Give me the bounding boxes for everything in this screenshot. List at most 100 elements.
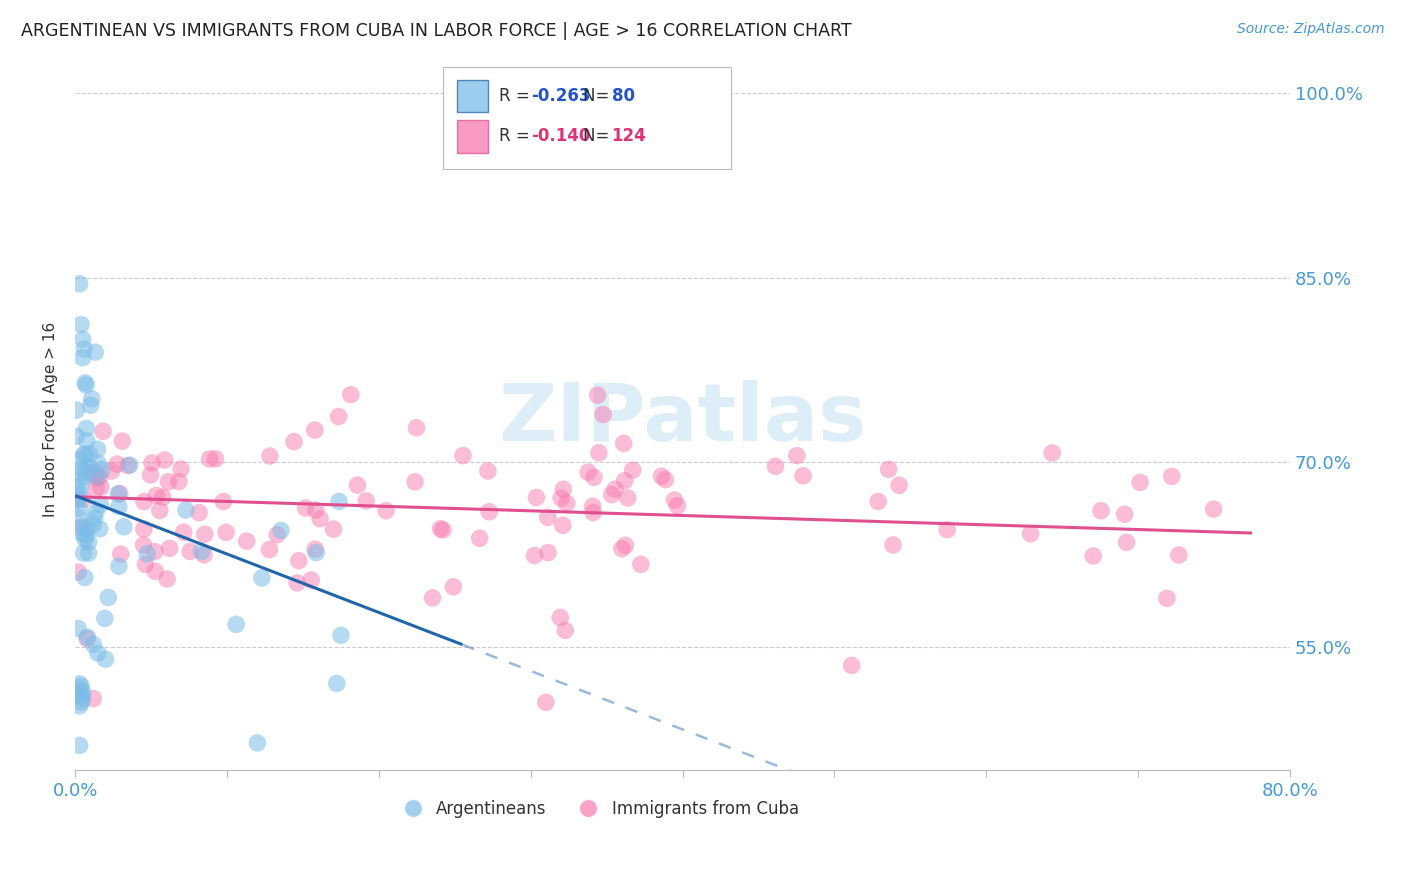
Point: [1019, 526, 1042, 541]
Point: [586, 388, 609, 402]
Point: [765, 459, 787, 474]
Point: [84, 465, 107, 479]
Point: [429, 522, 451, 536]
Point: [554, 624, 576, 638]
Point: [73, 448, 96, 462]
Point: [451, 449, 474, 463]
Point: [70, 318, 93, 332]
Point: [79, 447, 101, 461]
Point: [581, 500, 603, 514]
Point: [304, 423, 326, 437]
Point: [112, 520, 135, 534]
Point: [72, 519, 94, 533]
Point: [250, 571, 273, 585]
Point: [97, 591, 120, 605]
Point: [76, 521, 98, 535]
Point: [1167, 548, 1189, 562]
Legend: Argentineans, Immigrants from Cuba: Argentineans, Immigrants from Cuba: [389, 794, 806, 825]
Point: [215, 525, 238, 540]
Point: [156, 572, 179, 586]
Point: [65, 479, 87, 493]
Point: [304, 542, 326, 557]
Point: [936, 523, 959, 537]
Point: [90, 463, 112, 477]
Point: [266, 527, 288, 541]
Point: [841, 658, 863, 673]
Point: [82, 638, 104, 652]
Point: [534, 695, 557, 709]
Point: [212, 494, 235, 508]
Point: [80, 465, 103, 479]
Point: [666, 499, 689, 513]
Point: [328, 494, 350, 508]
Point: [1115, 535, 1137, 549]
Point: [422, 591, 444, 605]
Text: N=: N=: [583, 128, 614, 145]
Point: [143, 564, 166, 578]
Point: [82, 517, 104, 532]
Point: [70, 695, 93, 709]
Point: [139, 467, 162, 482]
Point: [76, 632, 98, 646]
Point: [70, 478, 93, 492]
Point: [868, 494, 890, 508]
Point: [70, 462, 93, 476]
Point: [75, 378, 97, 392]
Text: R =: R =: [499, 87, 536, 105]
Point: [72, 685, 94, 699]
Point: [69, 683, 91, 698]
Point: [174, 503, 197, 517]
Point: [66, 492, 89, 507]
Point: [76, 630, 98, 644]
Point: [84, 506, 107, 520]
Point: [134, 558, 156, 572]
Point: [66, 493, 89, 508]
Point: [77, 535, 100, 549]
Point: [305, 503, 328, 517]
Point: [432, 523, 454, 537]
Text: 124: 124: [612, 128, 647, 145]
Point: [404, 475, 426, 489]
Point: [90, 480, 112, 494]
Point: [94, 652, 117, 666]
Point: [87, 646, 110, 660]
Text: 80: 80: [612, 87, 634, 105]
Point: [877, 462, 900, 476]
Point: [592, 408, 614, 422]
Point: [82, 691, 104, 706]
Point: [173, 525, 195, 540]
Point: [346, 478, 368, 492]
Point: [621, 463, 644, 477]
Point: [468, 531, 491, 545]
Point: [523, 549, 546, 563]
Point: [110, 547, 132, 561]
Point: [80, 392, 103, 406]
Point: [305, 545, 328, 559]
Point: [67, 566, 90, 580]
Point: [76, 434, 98, 448]
Text: ZIPatlas: ZIPatlas: [499, 380, 866, 458]
Text: -0.263: -0.263: [531, 87, 591, 105]
Point: [600, 488, 623, 502]
Point: [73, 570, 96, 584]
Point: [75, 421, 97, 435]
Point: [235, 534, 257, 549]
Point: [105, 457, 128, 471]
Point: [72, 546, 94, 560]
Point: [72, 351, 94, 365]
Point: [614, 538, 637, 552]
Point: [152, 490, 174, 504]
Point: [477, 464, 499, 478]
Point: [524, 491, 547, 505]
Point: [170, 462, 193, 476]
Point: [65, 429, 87, 443]
Point: [550, 491, 572, 506]
Point: [108, 559, 131, 574]
Point: [548, 610, 571, 624]
Point: [882, 538, 904, 552]
Point: [72, 470, 94, 484]
Point: [67, 511, 90, 525]
Point: [117, 458, 139, 473]
Point: [69, 452, 91, 467]
Point: [143, 544, 166, 558]
